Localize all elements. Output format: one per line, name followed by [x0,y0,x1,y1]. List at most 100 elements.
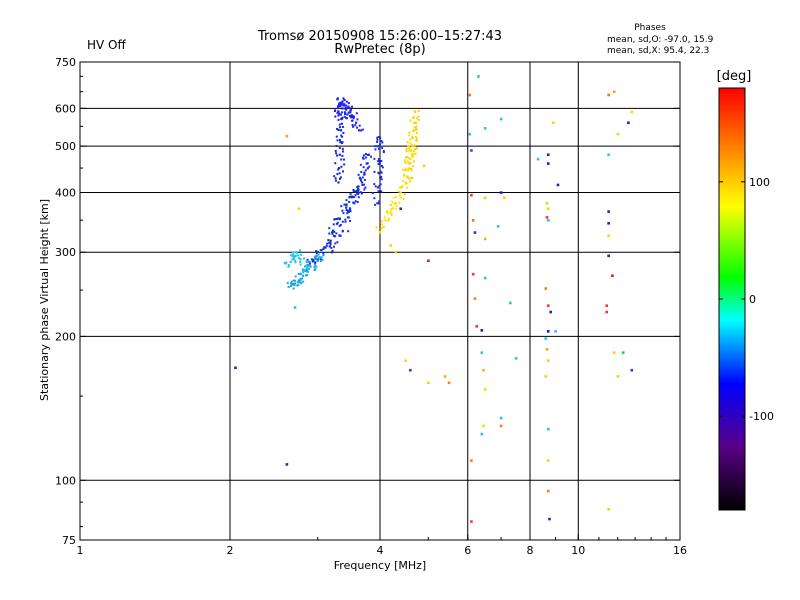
trace-dot [299,253,302,256]
trace-point [322,254,325,257]
trace-dot [408,134,411,137]
trace-dot [399,196,402,199]
trace-dot [357,188,360,191]
trace-dot [404,156,407,159]
trace-dot [317,253,320,256]
trace-dot [345,209,348,212]
trace-dot [297,272,300,275]
trace-dot [390,214,393,217]
trace-dot [356,186,359,189]
trace-dot [406,186,409,189]
scatter-point [475,325,478,328]
trace-dot [379,143,382,146]
trace-point [413,110,417,114]
trace-dot [407,157,410,160]
trace-dot [376,140,379,143]
trace-point [332,229,335,232]
scatter-point [470,149,473,152]
scatter-point [605,310,609,314]
trace-point [338,167,341,170]
scatter-point [483,237,487,241]
trace-dot [293,255,296,258]
trace-dot [360,129,363,132]
trace-point [316,258,319,261]
trace-dot [341,135,344,138]
trace-dot [291,255,294,258]
plot-frame [79,61,681,541]
trace-point [338,153,341,156]
scatter-point [482,368,485,372]
scatter-point [607,507,610,511]
trace-point [291,258,294,261]
trace-dot [378,231,381,234]
scatter-point [612,90,616,94]
trace-dot [339,176,342,179]
trace-dot [332,223,335,226]
trace-dot [415,125,418,128]
trace-point [406,176,410,179]
trace-dot [380,171,383,174]
trace-dot [318,256,321,259]
x-tick-label: 6 [464,544,471,557]
scatter-point [468,93,471,97]
phase-o-stat: mean, sd,O: -97.0, 15.9 [607,35,714,45]
trace-dot [297,254,300,257]
trace-dot [404,182,407,185]
trace-dot [371,192,374,195]
scatter-point [554,330,557,333]
trace-dot [304,265,307,268]
trace-dot [341,230,344,233]
trace-dot [406,141,409,144]
trace-point [305,270,308,273]
trace-dot [289,254,292,257]
trace-dot [283,261,286,264]
trace-dot [338,217,341,220]
scatter-point [470,520,473,523]
trace-point [327,239,330,242]
scatter-point [607,153,610,157]
trace-dot [376,145,379,148]
trace-dot [315,265,318,268]
trace-dot [406,160,409,163]
trace-dot [348,196,351,199]
trace-dot [347,230,350,233]
trace-dot [301,270,304,273]
trace-point [357,129,361,132]
trace-point [337,181,340,184]
trace-dot [357,189,360,192]
trace-dot [337,118,340,121]
trace-dot [336,139,339,142]
y-axis-label: Stationary phase Virtual Height [km] [38,199,51,401]
trace-dot [380,175,383,178]
trace-dot [292,287,295,290]
trace-dot [341,125,344,128]
trace-dot [356,200,359,203]
trace-point [376,202,379,205]
trace-dot [357,173,360,176]
trace-point [341,100,344,103]
trace-dot [374,203,377,206]
trace-dot [315,254,318,257]
scatter-point [546,207,550,211]
trace-dot [404,169,407,172]
scatter-point [630,368,634,372]
trace-point [345,206,348,209]
trace-dot [342,150,345,153]
scatter-point [471,272,475,276]
trace-dot [373,170,376,173]
trace-dot [378,184,381,187]
trace-dot [345,199,348,202]
y-tick-label: 200 [55,330,76,343]
trace-dot [306,270,309,273]
trace-point [411,137,414,140]
trace-point [330,251,333,254]
trace-dot [403,174,406,177]
trace-dot [287,285,290,288]
trace-dot [381,147,384,150]
trace-point [389,210,392,213]
trace-dot [313,263,316,266]
trace-dot [338,177,341,180]
trace-point [377,171,380,174]
trace-dot [338,103,341,106]
trace-dot [387,212,390,215]
